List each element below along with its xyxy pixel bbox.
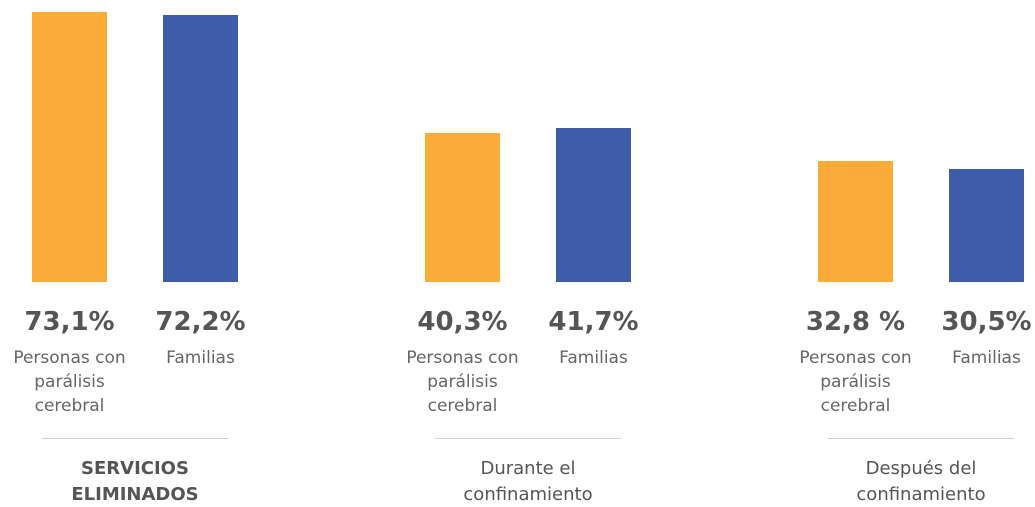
separator [828,438,1014,439]
value-label: 32,8 % [805,307,906,337]
series-label: Personas con parálisis cerebral [799,348,912,416]
series-label: Familias [952,348,1021,368]
bar [949,169,1024,282]
series-label: Familias [166,348,235,368]
value-label: 72,2% [155,307,246,337]
series-label: Personas con parálisis cerebral [13,348,126,416]
series-label: Personas con parálisis cerebral [406,348,519,416]
separator [435,438,621,439]
bar [425,133,500,282]
group-label: Después del confinamiento [856,458,986,505]
series-label: Familias [559,348,628,368]
bar [556,127,631,282]
group-label: SERVICIOS ELIMINADOS [71,458,199,505]
value-label: 30,5% [941,307,1032,337]
bar [163,15,238,282]
value-label: 41,7% [548,307,639,337]
value-label: 40,3% [417,307,508,337]
bar [32,12,107,282]
separator [42,438,228,439]
bar [818,160,893,282]
value-label: 73,1% [24,307,115,337]
group-label: Durante el confinamiento [463,458,593,505]
